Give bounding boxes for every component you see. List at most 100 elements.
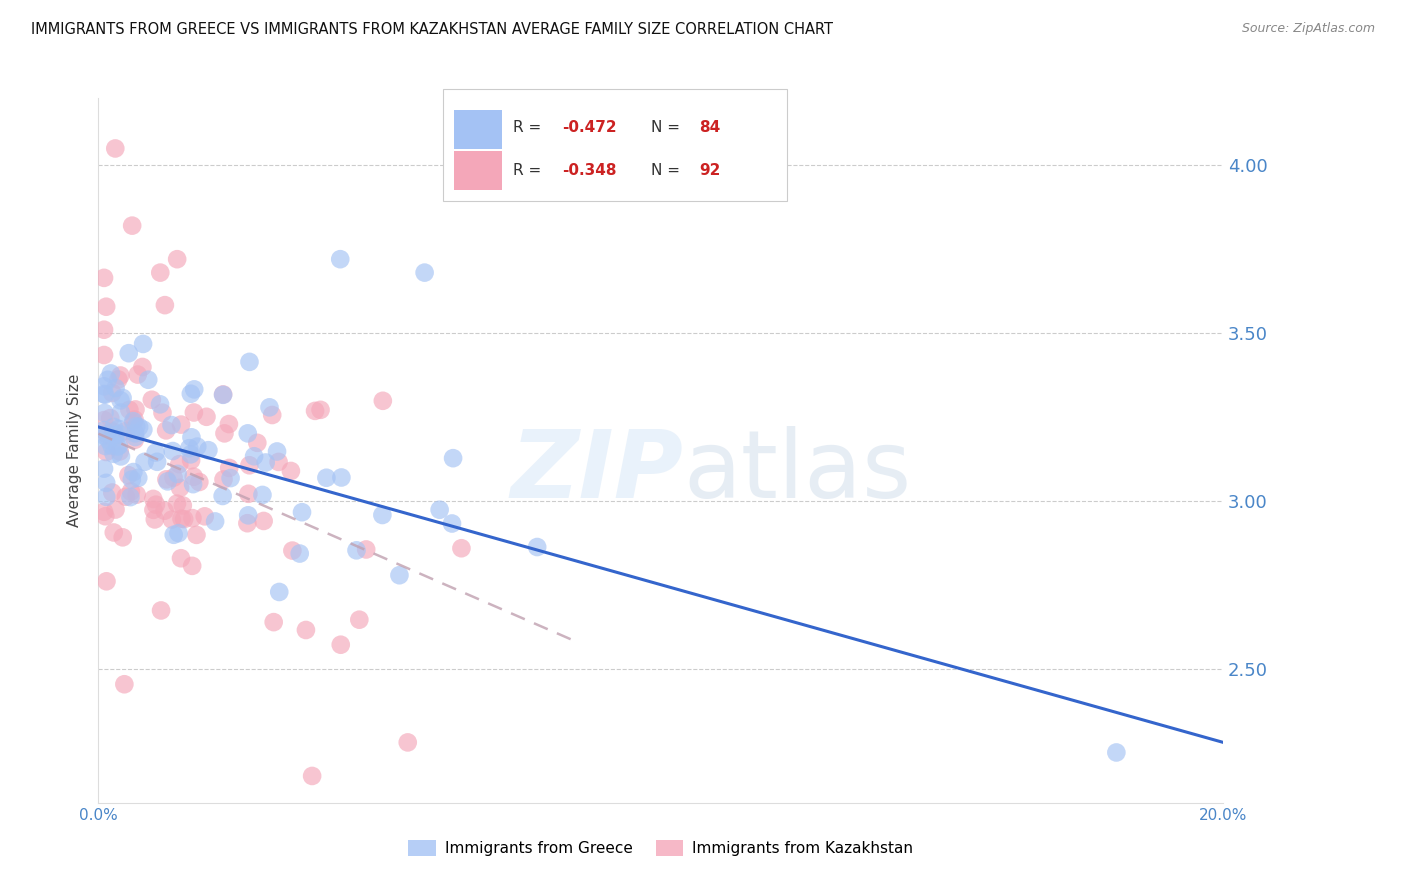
- Point: [238, 487, 260, 501]
- Text: Source: ZipAtlas.com: Source: ZipAtlas.com: [1241, 22, 1375, 36]
- Point: [170, 417, 193, 432]
- Point: [295, 623, 318, 637]
- Point: [329, 252, 352, 267]
- Point: [115, 424, 138, 438]
- Point: [429, 502, 451, 516]
- Point: [96, 574, 118, 589]
- Point: [101, 425, 124, 439]
- Point: [110, 393, 132, 408]
- Point: [97, 373, 120, 387]
- Point: [267, 455, 290, 469]
- Point: [266, 444, 288, 458]
- Point: [166, 497, 188, 511]
- Point: [371, 508, 394, 522]
- Point: [118, 403, 141, 417]
- Point: [212, 387, 235, 401]
- Point: [118, 346, 141, 360]
- Y-axis label: Average Family Size: Average Family Size: [67, 374, 83, 527]
- Point: [143, 512, 166, 526]
- Text: 92: 92: [699, 163, 720, 178]
- Point: [110, 450, 132, 464]
- Point: [180, 447, 202, 461]
- Point: [440, 516, 463, 531]
- Point: [156, 475, 179, 489]
- Point: [108, 426, 131, 441]
- Point: [96, 475, 118, 490]
- Point: [111, 530, 134, 544]
- Point: [104, 428, 127, 442]
- Text: IMMIGRANTS FROM GREECE VS IMMIGRANTS FROM KAZAKHSTAN AVERAGE FAMILY SIZE CORRELA: IMMIGRANTS FROM GREECE VS IMMIGRANTS FRO…: [31, 22, 832, 37]
- Point: [180, 430, 202, 444]
- Point: [93, 323, 115, 337]
- Point: [218, 417, 240, 431]
- Point: [94, 509, 117, 524]
- Point: [155, 472, 177, 486]
- Point: [181, 558, 204, 573]
- Point: [281, 543, 304, 558]
- Text: ZIP: ZIP: [510, 425, 683, 517]
- Point: [141, 392, 163, 407]
- Text: N =: N =: [651, 120, 685, 135]
- Point: [124, 412, 146, 426]
- Point: [125, 488, 148, 502]
- Point: [96, 445, 118, 459]
- Point: [1105, 746, 1128, 760]
- Point: [186, 528, 208, 542]
- Point: [170, 551, 193, 566]
- Point: [153, 298, 176, 312]
- Point: [146, 455, 169, 469]
- Point: [280, 464, 302, 478]
- Point: [104, 381, 127, 395]
- Point: [388, 568, 411, 582]
- Point: [107, 422, 129, 436]
- Point: [110, 368, 132, 383]
- Point: [269, 585, 291, 599]
- Point: [114, 490, 136, 504]
- Point: [101, 385, 124, 400]
- Point: [238, 508, 260, 523]
- Point: [288, 547, 311, 561]
- FancyBboxPatch shape: [454, 151, 502, 190]
- Point: [526, 540, 548, 554]
- Point: [152, 406, 174, 420]
- Point: [121, 473, 143, 487]
- Point: [162, 470, 184, 484]
- Point: [254, 455, 277, 469]
- Point: [101, 485, 124, 500]
- Point: [181, 477, 204, 491]
- Point: [93, 505, 115, 519]
- Point: [93, 348, 115, 362]
- Point: [259, 401, 281, 415]
- Point: [93, 270, 115, 285]
- Point: [166, 467, 188, 481]
- Point: [149, 266, 172, 280]
- Point: [103, 525, 125, 540]
- Point: [253, 514, 276, 528]
- Point: [183, 383, 205, 397]
- Point: [371, 393, 394, 408]
- Point: [103, 447, 125, 461]
- Point: [93, 461, 115, 475]
- Point: [236, 516, 259, 531]
- Point: [238, 355, 260, 369]
- Point: [396, 735, 419, 749]
- Point: [218, 461, 240, 475]
- Point: [131, 359, 153, 374]
- FancyBboxPatch shape: [443, 89, 787, 201]
- Point: [127, 471, 149, 485]
- Point: [180, 386, 202, 401]
- Point: [238, 458, 260, 473]
- Text: -0.472: -0.472: [562, 120, 617, 135]
- Point: [309, 402, 332, 417]
- Point: [145, 498, 167, 512]
- Point: [103, 420, 125, 434]
- Point: [104, 141, 127, 155]
- Point: [262, 408, 284, 422]
- Point: [354, 542, 377, 557]
- Point: [132, 423, 155, 437]
- Point: [173, 512, 195, 526]
- Point: [120, 490, 142, 504]
- Point: [346, 543, 368, 558]
- Point: [212, 388, 235, 402]
- Point: [96, 300, 118, 314]
